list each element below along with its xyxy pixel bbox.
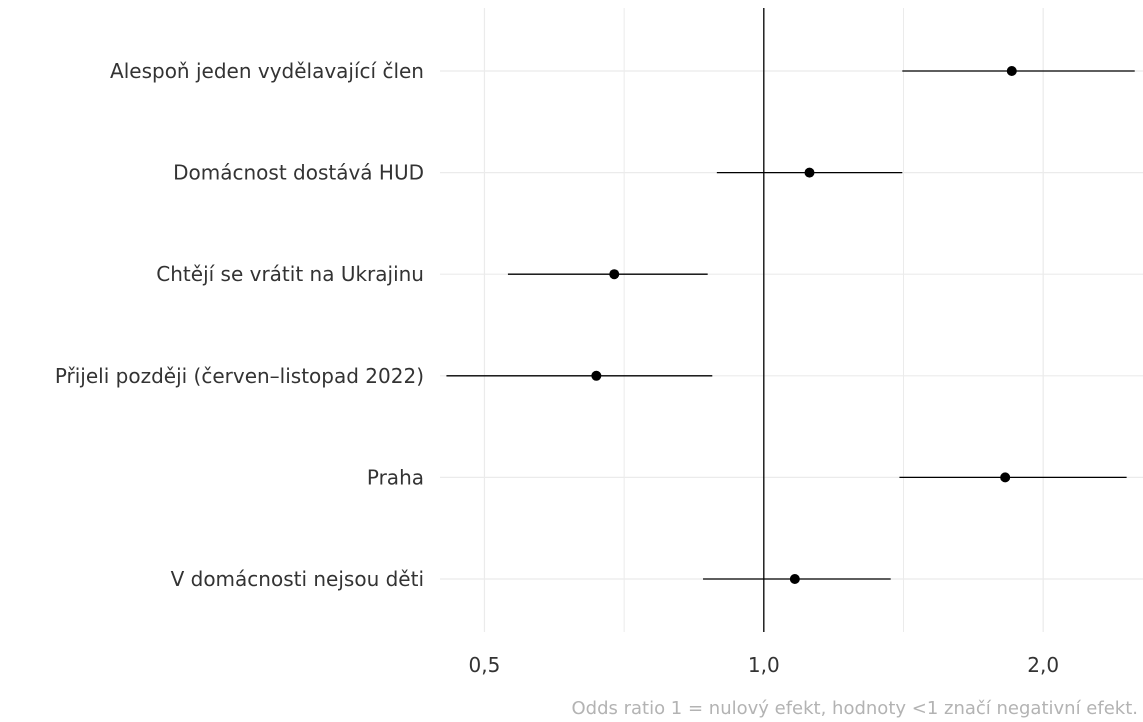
category-label: Přijeli později (červen–listopad 2022) xyxy=(55,364,424,388)
category-label: Praha xyxy=(367,465,424,489)
category-labels: Alespoň jeden vydělavající člen Domácnost… xyxy=(55,59,424,591)
confidence-intervals xyxy=(446,70,1135,580)
chart-caption: Odds ratio 1 = nulový efekt, hodnoty <1 … xyxy=(571,698,1138,719)
estimate-point xyxy=(789,574,800,584)
minor-gridlines xyxy=(623,8,905,632)
category-label: Chtějí se vrátit na Ukrajinu xyxy=(156,262,424,286)
estimate-point xyxy=(591,370,602,381)
estimate-point xyxy=(1000,472,1011,483)
x-tick-label: 0,5 xyxy=(469,653,501,677)
estimate-points xyxy=(591,66,1017,584)
category-label: V domácnosti nejsou děti xyxy=(171,567,424,591)
estimate-point xyxy=(609,269,620,280)
estimate-point xyxy=(804,167,815,178)
x-tick-label: 2,0 xyxy=(1027,653,1059,677)
category-label: Alespoň jeden vydělavající člen xyxy=(110,59,424,83)
x-tick-labels: 0,5 1,0 2,0 xyxy=(469,653,1060,677)
x-tick-label: 1,0 xyxy=(748,653,780,677)
category-label: Domácnost dostává HUD xyxy=(173,161,424,185)
major-gridlines xyxy=(440,8,1143,632)
estimate-point xyxy=(1006,66,1017,76)
